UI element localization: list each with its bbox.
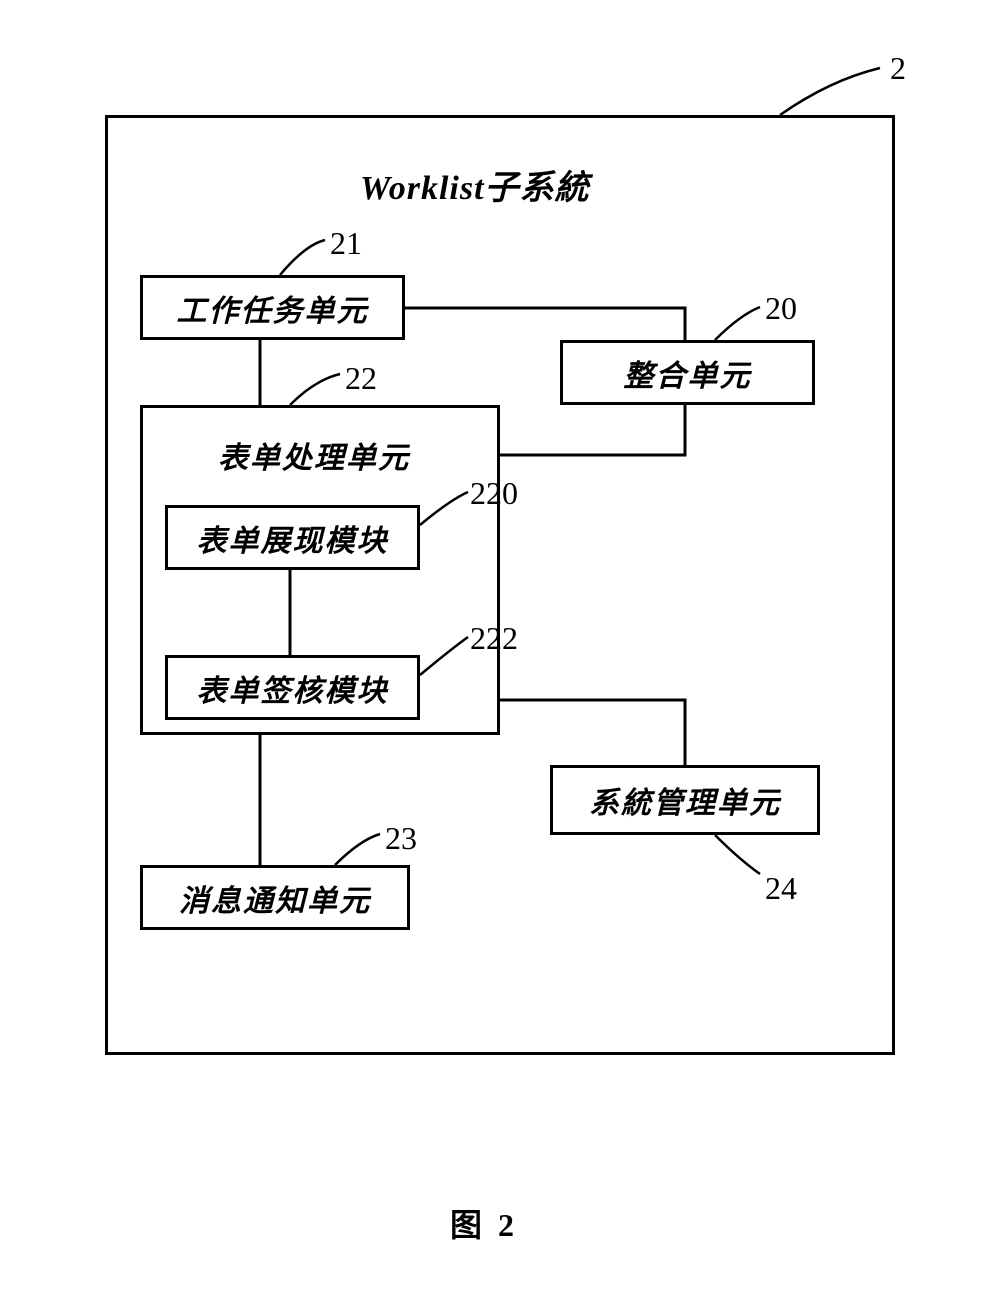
ref-22: 22 [345,360,377,397]
node-message-notification-unit: 消息通知单元 [140,865,410,930]
node-work-task-unit: 工作任务单元 [140,275,405,340]
node-23-label: 消息通知单元 [179,876,371,920]
node-20-label: 整合单元 [624,351,752,395]
ref-2: 2 [890,50,906,87]
node-integration-unit: 整合单元 [560,340,815,405]
ref-220: 220 [470,475,518,512]
system-title: Worklist子系統 [360,160,590,209]
ref-21: 21 [330,225,362,262]
ref-23: 23 [385,820,417,857]
ref-24: 24 [765,870,797,907]
ref-20: 20 [765,290,797,327]
figure-caption: 图 2 [450,1200,518,1246]
node-24-label: 系統管理单元 [589,778,781,822]
node-22-label: 表单处理单元 [218,433,410,477]
node-system-management-unit: 系統管理单元 [550,765,820,835]
diagram-container: Worklist子系統 工作任务单元 整合单元 表单处理单元 表单展现模块 表单… [80,60,920,1080]
node-222-label: 表单签核模块 [197,666,389,710]
node-form-approval-module: 表单签核模块 [165,655,420,720]
node-form-display-module: 表单展现模块 [165,505,420,570]
node-220-label: 表单展现模块 [197,516,389,560]
ref-222: 222 [470,620,518,657]
node-21-label: 工作任务单元 [177,286,369,330]
